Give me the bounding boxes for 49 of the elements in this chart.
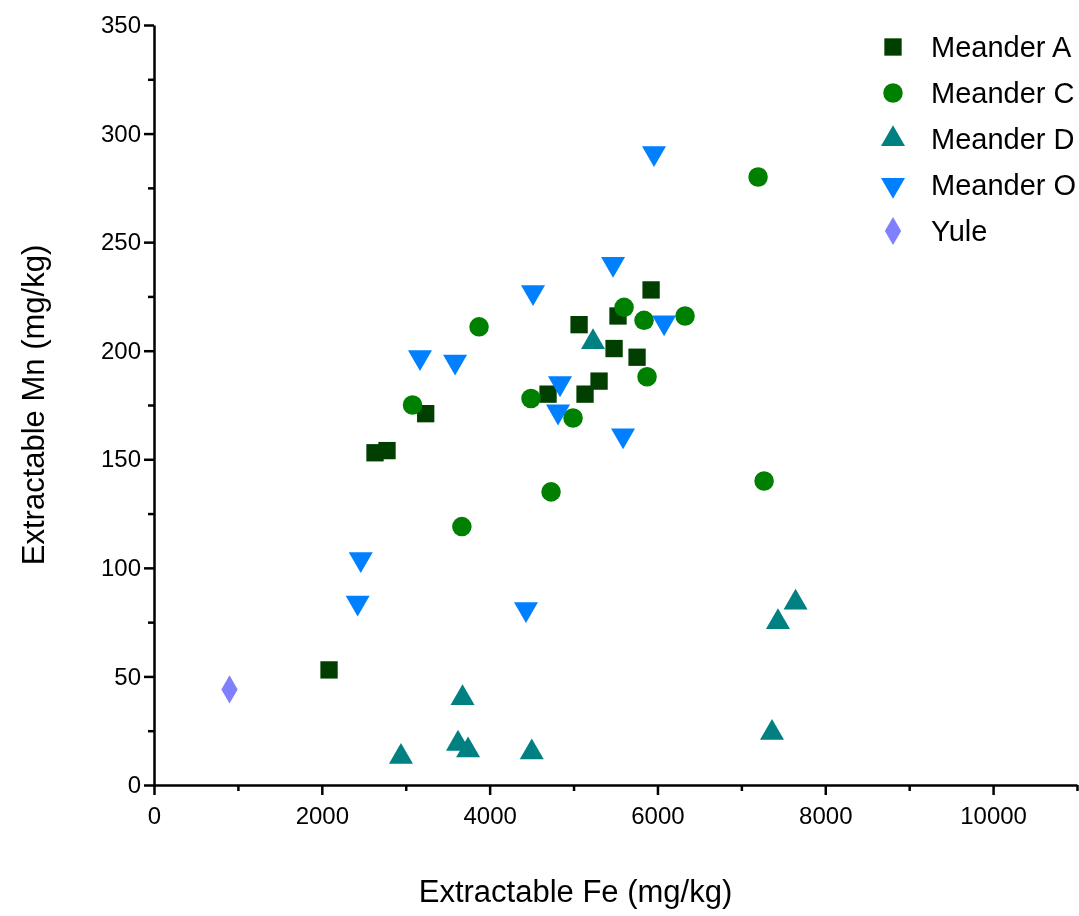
point <box>452 516 472 537</box>
point <box>456 736 481 758</box>
point <box>634 310 654 331</box>
point <box>576 385 594 403</box>
point <box>642 281 660 299</box>
point <box>783 588 808 610</box>
point <box>637 367 657 387</box>
x-tick-label: 4000 <box>463 802 517 830</box>
point <box>388 742 413 764</box>
point <box>563 408 583 428</box>
y-axis-title: Extractable Mn (mg/kg) <box>16 244 51 566</box>
point <box>539 385 557 403</box>
legend-label: Yule <box>931 215 988 247</box>
point <box>378 441 396 460</box>
x-tick-label: 2000 <box>295 802 350 830</box>
legend-label: Meander O <box>931 169 1077 201</box>
y-tick-label: 150 <box>100 445 141 473</box>
point <box>590 372 608 390</box>
point <box>765 608 790 630</box>
point <box>521 388 541 409</box>
point <box>570 316 588 334</box>
y-tick-label: 300 <box>100 119 141 147</box>
point <box>450 684 475 706</box>
point <box>601 256 626 278</box>
point <box>754 471 774 491</box>
x-tick-label: 0 <box>147 802 162 830</box>
y-tick-label: 50 <box>114 662 141 690</box>
point <box>759 719 784 740</box>
point <box>402 395 423 415</box>
legend-label: Meander C <box>931 77 1075 109</box>
x-tick-label: 10000 <box>960 802 1027 830</box>
y-tick-label: 0 <box>127 771 141 799</box>
point <box>541 482 561 502</box>
y-tick-label: 200 <box>100 336 141 364</box>
point <box>605 339 623 358</box>
point <box>628 348 646 366</box>
point <box>675 306 695 326</box>
legend-label: Meander A <box>931 31 1072 63</box>
point <box>469 317 489 337</box>
point <box>642 146 667 167</box>
x-axis-title: Extractable Fe (mg/kg) <box>418 874 733 909</box>
legend-label: Meander D <box>931 123 1075 155</box>
x-tick-label: 8000 <box>799 802 853 830</box>
y-tick-label: 250 <box>100 228 141 256</box>
point <box>614 297 634 318</box>
x-tick-label: 6000 <box>631 802 685 830</box>
y-tick-label: 100 <box>100 554 141 582</box>
point <box>519 738 544 760</box>
y-tick-label: 350 <box>100 11 141 39</box>
